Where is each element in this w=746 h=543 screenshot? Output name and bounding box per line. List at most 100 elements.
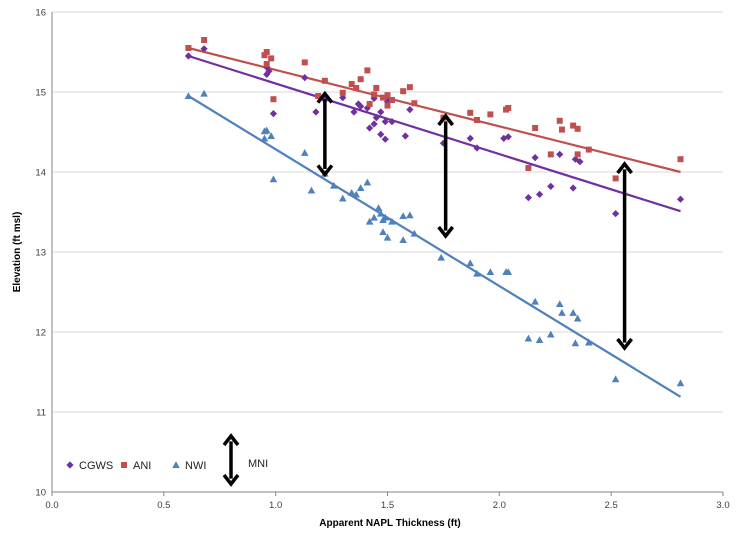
legend-mni-arrow-head-bottom <box>222 473 240 487</box>
point-ani <box>612 175 619 182</box>
mni-arrow <box>437 113 455 239</box>
point-cgws <box>269 110 278 118</box>
point-ani <box>357 76 364 83</box>
point-cgws <box>200 45 208 53</box>
point-cgws <box>612 210 620 218</box>
point-nwi <box>262 126 271 134</box>
point-ani <box>556 117 563 124</box>
mni-arrow-head-bottom <box>437 225 455 239</box>
point-cgws <box>312 108 320 116</box>
point-nwi <box>573 314 582 322</box>
x-tick-label: 1.5 <box>381 500 394 511</box>
point-ani <box>384 92 391 99</box>
point-nwi <box>437 253 445 261</box>
point-nwi <box>356 184 365 192</box>
point-nwi <box>535 336 544 344</box>
point-cgws <box>370 120 378 128</box>
mni-arrow-head-top <box>616 161 633 175</box>
point-ani <box>301 59 308 66</box>
point-nwi <box>307 186 316 194</box>
point-cgws <box>301 74 309 82</box>
point-ani <box>677 156 684 163</box>
mni-arrow <box>616 161 633 351</box>
legend-marker-ani <box>121 462 127 468</box>
point-nwi <box>267 132 275 140</box>
point-cgws <box>388 118 396 126</box>
point-nwi <box>184 92 193 100</box>
point-ani <box>547 151 554 158</box>
axes <box>51 12 724 496</box>
point-cgws <box>401 132 409 140</box>
point-ani <box>270 96 277 103</box>
legend-label-cgws: CGWS <box>79 460 113 472</box>
point-ani <box>400 88 407 95</box>
y-tick-label: 15 <box>35 88 46 99</box>
y-tick-label: 11 <box>36 408 46 419</box>
point-ani <box>532 125 539 131</box>
point-ani <box>348 81 355 87</box>
point-nwi <box>504 268 513 276</box>
point-nwi <box>330 181 338 189</box>
legend-label-nwi: NWI <box>185 460 206 472</box>
point-cgws <box>576 158 584 166</box>
mni-arrow-head-bottom <box>316 164 334 178</box>
y-axis-title: Elevation (ft msl) <box>12 212 23 293</box>
trend-line-ani <box>188 46 681 174</box>
point-nwi <box>555 300 564 308</box>
y-tick-label: 12 <box>35 328 46 339</box>
point-cgws <box>439 139 448 147</box>
mni-arrow-head-top <box>437 113 455 127</box>
point-nwi <box>269 175 278 183</box>
y-tick-label: 13 <box>35 248 46 259</box>
point-cgws <box>381 135 389 143</box>
mni-arrow-head-bottom <box>616 337 633 351</box>
point-cgws <box>372 114 380 122</box>
point-nwi <box>571 339 580 347</box>
point-ani <box>261 52 268 59</box>
point-ani <box>473 117 480 123</box>
point-ani <box>467 109 474 116</box>
point-nwi <box>399 236 407 244</box>
point-ani <box>371 91 378 98</box>
point-ani <box>411 100 418 107</box>
point-nwi <box>374 204 383 212</box>
mni-arrow-head-top <box>316 90 334 104</box>
point-ani <box>321 77 328 84</box>
point-ani <box>388 97 395 103</box>
point-cgws <box>500 134 508 142</box>
point-nwi <box>410 229 419 237</box>
point-nwi <box>399 212 407 220</box>
x-tick-label: 0.5 <box>157 500 170 511</box>
point-ani <box>406 84 413 91</box>
mni-arrow <box>316 90 334 178</box>
legend-mni-arrow-head-top <box>222 433 240 447</box>
point-nwi <box>585 338 593 346</box>
point-cgws <box>406 106 414 114</box>
point-nwi <box>352 190 360 198</box>
point-cgws <box>524 194 533 202</box>
legend-marker-cgws <box>66 461 74 469</box>
point-ani <box>574 125 581 132</box>
point-nwi <box>376 209 385 217</box>
point-ani <box>574 151 581 158</box>
point-nwi <box>486 268 495 276</box>
point-ani <box>525 165 532 171</box>
x-axis-title: Apparent NAPL Thickness (ft) <box>319 518 461 529</box>
point-ani <box>487 111 494 118</box>
point-nwi <box>611 375 620 383</box>
point-cgws <box>676 195 685 203</box>
point-cgws <box>377 108 385 116</box>
point-cgws <box>184 52 193 60</box>
trend-lines <box>187 46 682 398</box>
point-cgws <box>263 70 271 78</box>
point-nwi <box>524 334 533 342</box>
y-tick-label: 14 <box>35 168 46 179</box>
y-tick-label: 10 <box>35 488 46 499</box>
mni-arrows <box>316 90 633 351</box>
point-nwi <box>473 269 481 277</box>
point-nwi <box>676 379 685 387</box>
point-ani <box>570 122 577 129</box>
point-ani <box>185 45 192 51</box>
point-cgws <box>504 133 512 141</box>
